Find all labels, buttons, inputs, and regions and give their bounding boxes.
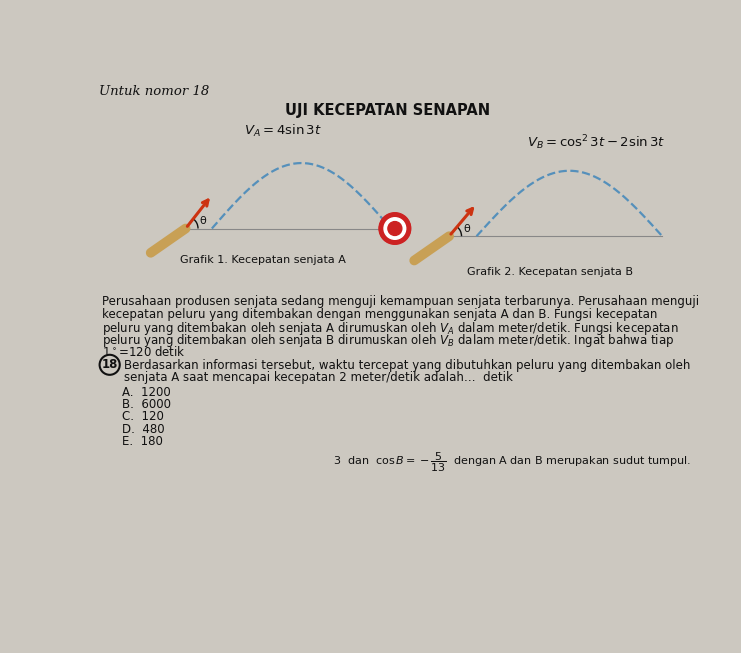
Text: peluru yang ditembakan oleh senjata B dirumuskan oleh $V_B$ dalam meter/detik. I: peluru yang ditembakan oleh senjata B di… <box>102 332 674 349</box>
Text: Perusahaan produsen senjata sedang menguji kemampuan senjata terbarunya. Perusah: Perusahaan produsen senjata sedang mengu… <box>102 296 699 308</box>
Text: $1^\circ$=120 detik: $1^\circ$=120 detik <box>102 345 186 358</box>
Circle shape <box>388 221 402 236</box>
Text: 3  dan  $\cos B = -\dfrac{5}{13}$  dengan A dan B merupakan sudut tumpul.: 3 dan $\cos B = -\dfrac{5}{13}$ dengan A… <box>333 451 691 473</box>
Text: kecepatan peluru yang ditembakan dengan menggunakan senjata A dan B. Fungsi kece: kecepatan peluru yang ditembakan dengan … <box>102 308 657 321</box>
Text: peluru yang ditembakan oleh senjata A dirumuskan oleh $V_A$ dalam meter/detik. F: peluru yang ditembakan oleh senjata A di… <box>102 320 679 337</box>
Text: C.  120: C. 120 <box>122 410 164 423</box>
Text: Untuk nomor 18: Untuk nomor 18 <box>99 84 209 97</box>
Text: θ: θ <box>463 223 470 234</box>
Text: D.  480: D. 480 <box>122 422 165 436</box>
Text: Grafik 1. Kecepatan senjata A: Grafik 1. Kecepatan senjata A <box>180 255 346 266</box>
Circle shape <box>99 355 120 375</box>
Circle shape <box>392 225 398 232</box>
Circle shape <box>379 213 411 244</box>
Text: Berdasarkan informasi tersebut, waktu tercepat yang dibutuhkan peluru yang ditem: Berdasarkan informasi tersebut, waktu te… <box>124 358 690 372</box>
Text: 18: 18 <box>102 358 118 372</box>
Text: A.  1200: A. 1200 <box>122 385 171 398</box>
Text: senjata A saat mencapai kecepatan 2 meter/detik adalah…  detik: senjata A saat mencapai kecepatan 2 mete… <box>124 371 513 384</box>
Text: θ: θ <box>199 215 206 226</box>
Text: Grafik 2. Kecepatan senjata B: Grafik 2. Kecepatan senjata B <box>467 267 633 277</box>
Text: B.  6000: B. 6000 <box>122 398 171 411</box>
Text: $V_B = \cos^2 3t - 2\sin 3t$: $V_B = \cos^2 3t - 2\sin 3t$ <box>527 134 665 153</box>
Circle shape <box>384 217 406 239</box>
Text: E.  180: E. 180 <box>122 435 163 448</box>
Text: UJI KECEPATAN SENAPAN: UJI KECEPATAN SENAPAN <box>285 103 490 118</box>
Text: $V_A = 4 \sin 3t$: $V_A = 4 \sin 3t$ <box>244 123 322 139</box>
